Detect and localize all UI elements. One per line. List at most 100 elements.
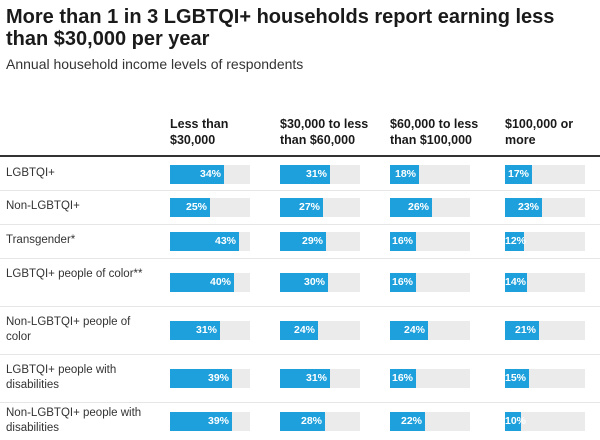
bar-value-label: 22% bbox=[400, 414, 422, 427]
row-label: Transgender* bbox=[6, 234, 76, 246]
bar bbox=[390, 197, 432, 217]
bar-track: 28% bbox=[280, 411, 360, 431]
bar bbox=[170, 164, 224, 184]
bar-value-label: 24% bbox=[403, 323, 425, 336]
bar-track: 23% bbox=[505, 197, 585, 217]
bar-value-label: 15% bbox=[505, 371, 527, 384]
bar bbox=[505, 272, 527, 292]
bar-track: 16% bbox=[390, 272, 470, 292]
bar-value-label: 30% bbox=[303, 275, 325, 288]
bar-value-label: 39% bbox=[207, 371, 229, 384]
header-divider bbox=[0, 155, 600, 157]
bar-value-label: 12% bbox=[505, 234, 527, 247]
bar-track: 31% bbox=[170, 320, 250, 340]
bar-track: 16% bbox=[390, 368, 470, 388]
bar bbox=[170, 320, 220, 340]
bar bbox=[390, 368, 416, 388]
bar bbox=[280, 411, 325, 431]
bar bbox=[170, 411, 232, 431]
row-divider bbox=[0, 258, 600, 259]
bar bbox=[505, 164, 532, 184]
bar-track: 22% bbox=[390, 411, 470, 431]
bar-value-label: 39% bbox=[207, 414, 229, 427]
bar-track: 31% bbox=[280, 164, 360, 184]
bar-track: 26% bbox=[390, 197, 470, 217]
bar-track: 12% bbox=[505, 231, 585, 251]
bar-value-label: 14% bbox=[505, 275, 527, 288]
bar-track: 25% bbox=[170, 197, 250, 217]
bar-value-label: 29% bbox=[301, 234, 323, 247]
row-label: Non-LGBTQI+ people of color bbox=[6, 316, 131, 343]
row-divider bbox=[0, 224, 600, 225]
column-header-3: $60,000 to less than $100,000 bbox=[390, 117, 479, 147]
bar-track: 14% bbox=[505, 272, 585, 292]
bar-track: 15% bbox=[505, 368, 585, 388]
bar-track: 10% bbox=[505, 411, 585, 431]
bar-value-label: 10% bbox=[505, 414, 527, 427]
bar-track: 24% bbox=[390, 320, 470, 340]
bar bbox=[390, 320, 428, 340]
bar bbox=[390, 411, 425, 431]
bar bbox=[280, 231, 326, 251]
bar-value-label: 18% bbox=[394, 167, 416, 180]
bar-value-label: 28% bbox=[300, 414, 322, 427]
bar bbox=[280, 320, 318, 340]
chart-title: More than 1 in 3 LGBTQI+ households repo… bbox=[6, 6, 555, 50]
bar-track: 40% bbox=[170, 272, 250, 292]
column-header-4: $100,000 or more bbox=[505, 117, 574, 147]
bar-track: 21% bbox=[505, 320, 585, 340]
bar-value-label: 31% bbox=[305, 167, 327, 180]
bar bbox=[280, 368, 330, 388]
bar bbox=[390, 231, 416, 251]
row-label: LGBTQI+ bbox=[6, 167, 55, 179]
bar-track: 34% bbox=[170, 164, 250, 184]
bar-value-label: 21% bbox=[514, 323, 536, 336]
bar-value-label: 16% bbox=[391, 234, 413, 247]
bar-value-label: 27% bbox=[298, 200, 320, 213]
row-label: LGBTQI+ people of color** bbox=[6, 268, 143, 280]
bar-value-label: 16% bbox=[391, 371, 413, 384]
bar-track: 39% bbox=[170, 411, 250, 431]
bar-track: 18% bbox=[390, 164, 470, 184]
bar-track: 17% bbox=[505, 164, 585, 184]
row-label: Non-LGBTQI+ bbox=[6, 200, 80, 212]
bar-track: 43% bbox=[170, 231, 250, 251]
bar-value-label: 24% bbox=[293, 323, 315, 336]
chart-subtitle: Annual household income levels of respon… bbox=[6, 56, 304, 72]
bar bbox=[505, 411, 521, 431]
bar bbox=[170, 197, 210, 217]
column-header-2: $30,000 to less than $60,000 bbox=[280, 117, 369, 147]
bar-value-label: 43% bbox=[214, 234, 236, 247]
bar-value-label: 25% bbox=[185, 200, 207, 213]
bar bbox=[505, 368, 529, 388]
bar-track: 24% bbox=[280, 320, 360, 340]
column-header-1: Less than $30,000 bbox=[170, 117, 229, 147]
bar bbox=[280, 164, 330, 184]
bar-track: 29% bbox=[280, 231, 360, 251]
bar bbox=[170, 231, 239, 251]
bar-value-label: 34% bbox=[199, 167, 221, 180]
row-divider bbox=[0, 402, 600, 403]
bar-value-label: 23% bbox=[517, 200, 539, 213]
bar bbox=[280, 197, 323, 217]
bar bbox=[170, 368, 232, 388]
row-divider bbox=[0, 306, 600, 307]
bar bbox=[280, 272, 328, 292]
bar-value-label: 31% bbox=[195, 323, 217, 336]
row-label: LGBTQI+ people with disabilities bbox=[6, 364, 117, 391]
bar bbox=[170, 272, 234, 292]
row-divider bbox=[0, 354, 600, 355]
bar-value-label: 40% bbox=[209, 275, 231, 288]
bar bbox=[390, 164, 419, 184]
bar bbox=[505, 320, 539, 340]
bar-value-label: 17% bbox=[507, 167, 529, 180]
bar-track: 31% bbox=[280, 368, 360, 388]
bar-track: 16% bbox=[390, 231, 470, 251]
bar-value-label: 31% bbox=[305, 371, 327, 384]
bar-track: 30% bbox=[280, 272, 360, 292]
bar bbox=[505, 231, 524, 251]
bar-track: 39% bbox=[170, 368, 250, 388]
row-label: Non-LGBTQI+ people with disabilities bbox=[6, 407, 142, 434]
bar-value-label: 26% bbox=[407, 200, 429, 213]
bar bbox=[505, 197, 542, 217]
